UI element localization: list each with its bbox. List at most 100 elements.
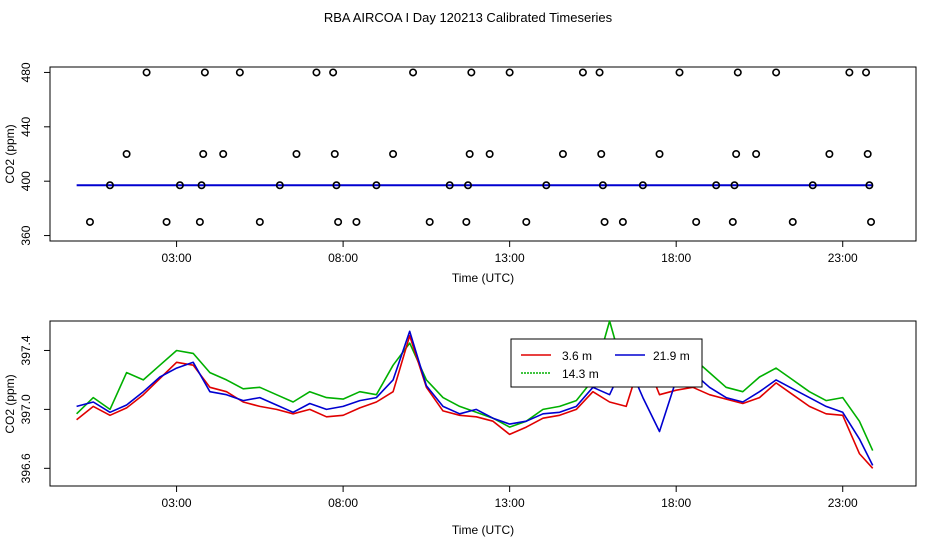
- y-tick-label-397-4: 397.4: [19, 335, 33, 365]
- data-point: [655, 150, 664, 159]
- data-point: [862, 68, 871, 77]
- series-line-3-6-m: [76, 334, 874, 469]
- data-point: [788, 217, 797, 226]
- data-point: [863, 150, 872, 159]
- data-point: [675, 68, 684, 77]
- data-point: [199, 150, 208, 159]
- data-point: [772, 68, 781, 77]
- data-point: [200, 68, 209, 77]
- data-point: [732, 150, 741, 159]
- data-point: [162, 217, 171, 226]
- data-point: [235, 68, 244, 77]
- data-point: [352, 217, 361, 226]
- data-point: [467, 68, 476, 77]
- y-axis-label-bottom: CO2 (ppm): [3, 374, 17, 433]
- x-tick-label-23-00: 23:00: [828, 496, 858, 510]
- data-point: [329, 68, 338, 77]
- plot-frame-top: [49, 66, 917, 242]
- data-point: [195, 217, 204, 226]
- data-point: [825, 150, 834, 159]
- plot-area-bottom: [76, 320, 874, 469]
- data-point: [464, 181, 473, 190]
- x-tick-label-18-00: 18:00: [661, 251, 691, 265]
- series-line-14-3-m: [76, 320, 874, 451]
- data-point: [618, 217, 627, 226]
- data-point: [85, 217, 94, 226]
- series-line-21-9-m: [76, 330, 874, 466]
- legend: 3.6 m 21.9 m 14.3 m: [510, 338, 703, 388]
- data-point: [122, 150, 131, 159]
- data-point: [733, 68, 742, 77]
- data-point: [197, 181, 206, 190]
- data-point: [462, 217, 471, 226]
- y-tick-label-440: 440: [19, 116, 33, 136]
- data-point: [638, 181, 647, 190]
- panel-bottom: 03:00 08:00 13:00 18:00 23:00 396.6 397.0 397.…: [3, 320, 917, 537]
- data-point: [142, 68, 151, 77]
- x-axis-bottom: 03:00 08:00 13:00 18:00 23:00: [162, 486, 858, 510]
- x-tick-label-08-00: 08:00: [328, 496, 358, 510]
- data-point: [712, 181, 721, 190]
- data-point: [522, 217, 531, 226]
- data-point: [255, 217, 264, 226]
- data-point: [808, 181, 817, 190]
- x-tick-label-13-00: 13:00: [495, 251, 525, 265]
- data-point: [728, 217, 737, 226]
- data-point: [692, 217, 701, 226]
- data-point: [597, 150, 606, 159]
- panel-top: 03:00 08:00 13:00 18:00 23:00 360 400 440 480 T…: [3, 62, 917, 285]
- data-point: [372, 181, 381, 190]
- data-point: [389, 150, 398, 159]
- y-tick-label-480: 480: [19, 62, 33, 82]
- data-point: [445, 181, 454, 190]
- x-axis-label-top: Time (UTC): [452, 271, 514, 285]
- data-point: [275, 181, 284, 190]
- y-tick-label-400: 400: [19, 171, 33, 191]
- legend-label-14-3m: 14.3 m: [562, 367, 599, 381]
- data-point: [465, 150, 474, 159]
- x-tick-label-23-00: 23:00: [828, 251, 858, 265]
- x-axis-top: 03:00 08:00 13:00 18:00 23:00: [162, 241, 858, 265]
- data-point: [175, 181, 184, 190]
- x-tick-label-03-00: 03:00: [162, 251, 192, 265]
- y-axis-top: 360 400 440 480: [19, 62, 50, 246]
- data-point: [867, 217, 876, 226]
- data-point: [334, 217, 343, 226]
- y-axis-label-top: CO2 (ppm): [3, 124, 17, 183]
- y-tick-label-396-6: 396.6: [19, 453, 33, 483]
- legend-label-3-6m: 3.6 m: [562, 349, 592, 363]
- data-point: [505, 68, 514, 77]
- chart-title: RBA AIRCOA I Day 120213 Calibrated Times…: [324, 10, 613, 25]
- data-point: [752, 150, 761, 159]
- y-axis-bottom: 396.6 397.0 397.4: [19, 335, 50, 483]
- data-point: [730, 181, 739, 190]
- data-point: [219, 150, 228, 159]
- data-point: [330, 150, 339, 159]
- data-point: [332, 181, 341, 190]
- y-tick-label-360: 360: [19, 225, 33, 245]
- plot-area-top: [76, 68, 876, 226]
- data-point: [558, 150, 567, 159]
- x-tick-label-08-00: 08:00: [328, 251, 358, 265]
- data-point: [598, 181, 607, 190]
- data-point: [105, 181, 114, 190]
- x-tick-label-03-00: 03:00: [162, 496, 192, 510]
- data-point: [865, 181, 874, 190]
- data-point: [485, 150, 494, 159]
- x-tick-label-13-00: 13:00: [495, 496, 525, 510]
- data-point: [292, 150, 301, 159]
- y-tick-label-397-0: 397.0: [19, 394, 33, 424]
- data-point: [578, 68, 587, 77]
- x-tick-label-18-00: 18:00: [661, 496, 691, 510]
- legend-box: [510, 338, 703, 388]
- legend-label-21-9m: 21.9 m: [653, 349, 690, 363]
- data-point: [845, 68, 854, 77]
- data-point: [312, 68, 321, 77]
- data-point: [542, 181, 551, 190]
- x-axis-label-bottom: Time (UTC): [452, 523, 514, 537]
- plot-frame-bottom: [49, 320, 917, 487]
- data-point: [409, 68, 418, 77]
- data-point: [600, 217, 609, 226]
- data-point: [595, 68, 604, 77]
